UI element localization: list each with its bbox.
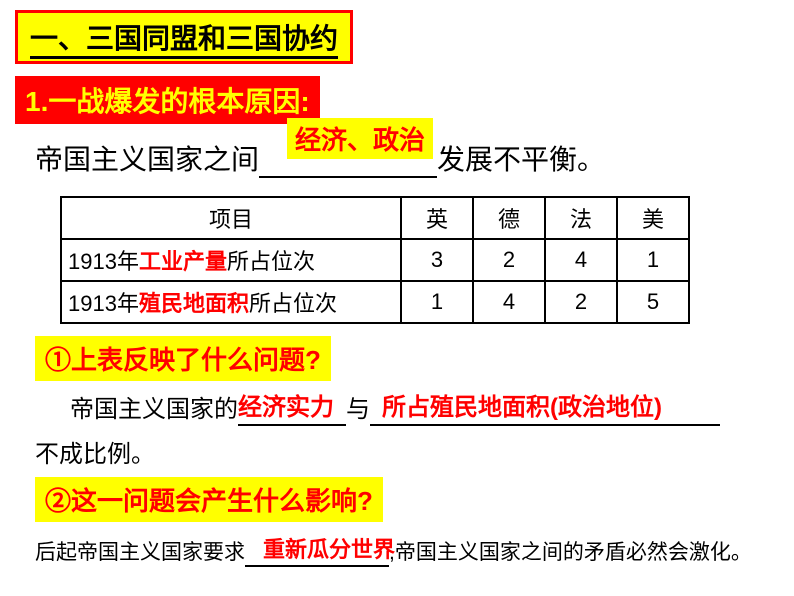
statement-line: 帝国主义国家之间 发展不平衡。 经济、政治 bbox=[35, 138, 779, 178]
table-header-fr: 法 bbox=[545, 197, 617, 239]
data-table: 项目 英 德 法 美 1913年工业产量所占位次 3 2 4 1 1913年殖民… bbox=[60, 196, 690, 324]
table-row1-label: 1913年工业产量所占位次 bbox=[61, 239, 401, 281]
table-cell: 1 bbox=[617, 239, 689, 281]
main-title: 一、三国同盟和三国协约 bbox=[15, 10, 353, 64]
answer1-mid: 与 bbox=[346, 396, 370, 423]
table-cell: 4 bbox=[545, 239, 617, 281]
answer1-prefix: 帝国主义国家的 bbox=[70, 396, 238, 423]
table-header-de: 德 bbox=[473, 197, 545, 239]
answer1-red1: 经济实力 bbox=[238, 387, 334, 422]
conclusion-suffix: ,帝国主义国家之间的矛盾必然会激化。 bbox=[389, 541, 752, 564]
table-cell: 1 bbox=[401, 281, 473, 323]
table-cell: 2 bbox=[545, 281, 617, 323]
table-row2-label: 1913年殖民地面积所占位次 bbox=[61, 281, 401, 323]
question-2: ②这一问题会产生什么影响? bbox=[35, 477, 383, 522]
table-cell: 2 bbox=[473, 239, 545, 281]
answer-1-suffix: 不成比例。 bbox=[35, 434, 779, 469]
table-header-item: 项目 bbox=[61, 197, 401, 239]
table-header-uk: 英 bbox=[401, 197, 473, 239]
answer-1: 帝国主义国家的 与 经济实力 所占殖民地面积(政治地位) bbox=[70, 389, 779, 426]
highlight-economy-politics: 经济、政治 bbox=[287, 118, 433, 159]
statement-suffix: 发展不平衡。 bbox=[437, 144, 605, 175]
main-title-text: 一、三国同盟和三国协约 bbox=[30, 23, 338, 59]
answer1-red2: 所占殖民地面积(政治地位) bbox=[382, 387, 662, 422]
table-cell: 3 bbox=[401, 239, 473, 281]
question-1: ①上表反映了什么问题? bbox=[35, 336, 331, 381]
conclusion-prefix: 后起帝国主义国家要求 bbox=[35, 541, 245, 564]
conclusion-red: 重新瓜分世界 bbox=[263, 532, 395, 564]
table-header-us: 美 bbox=[617, 197, 689, 239]
subtitle: 1.一战爆发的根本原因: bbox=[15, 76, 320, 124]
table-cell: 5 bbox=[617, 281, 689, 323]
conclusion: 后起帝国主义国家要求 ,帝国主义国家之间的矛盾必然会激化。 重新瓜分世界 bbox=[35, 536, 779, 567]
table-cell: 4 bbox=[473, 281, 545, 323]
statement-prefix: 帝国主义国家之间 bbox=[35, 144, 259, 175]
